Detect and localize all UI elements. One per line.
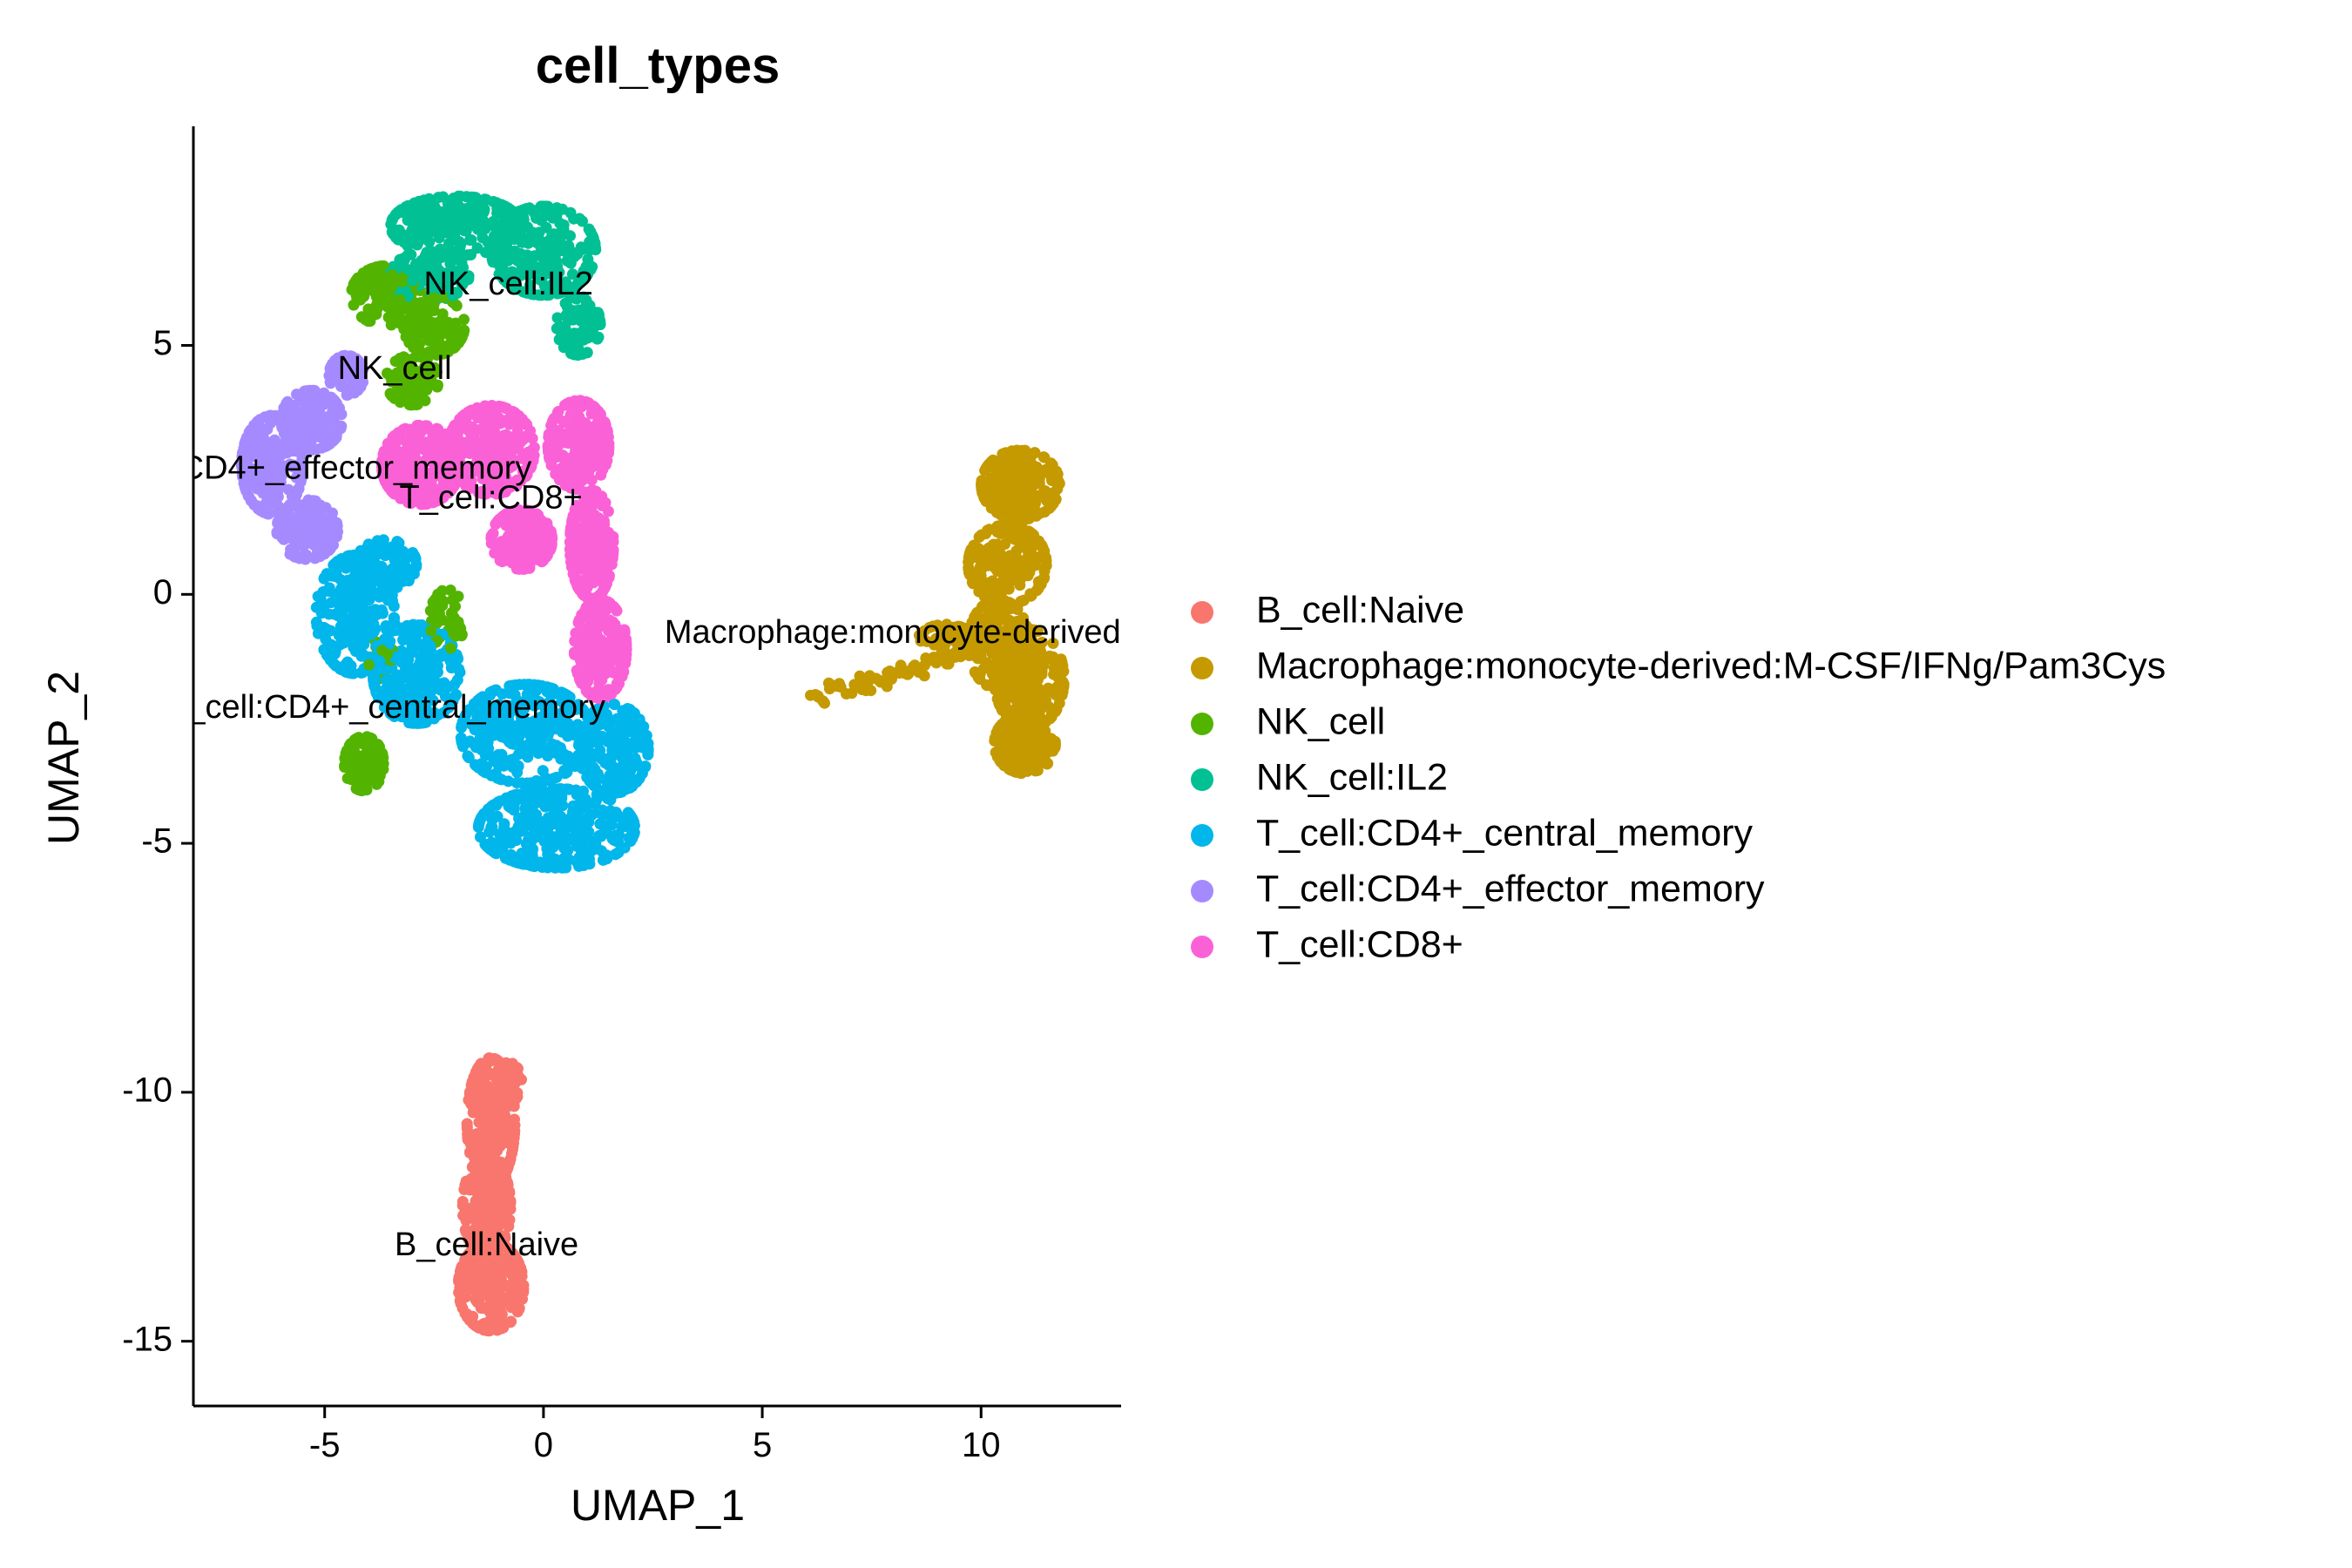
scatter-point [345, 659, 357, 672]
scatter-point [639, 760, 652, 773]
scatter-point [999, 538, 1010, 551]
scatter-point [339, 761, 351, 774]
scatter-point [458, 314, 470, 326]
scatter-point [323, 584, 335, 596]
scatter-point [462, 750, 474, 762]
scatter-point [356, 554, 368, 566]
scatter-point [490, 767, 502, 780]
scatter-points [236, 190, 1070, 1337]
scatter-point [409, 197, 421, 209]
scatter-point [610, 848, 622, 861]
scatter-point [465, 233, 477, 246]
scatter-point [357, 363, 369, 375]
scatter-point [565, 561, 578, 573]
scatter-point [1057, 686, 1069, 698]
scatter-point [909, 663, 921, 674]
scatter-point [452, 591, 464, 603]
scatter-point [568, 213, 580, 225]
scatter-point [594, 719, 606, 731]
scatter-point [498, 818, 510, 830]
scatter-point [551, 255, 563, 267]
scatter-point [423, 236, 436, 248]
scatter-point [819, 697, 830, 709]
scatter-point [632, 773, 645, 785]
scatter-point [479, 400, 491, 412]
scatter-point [454, 666, 466, 679]
scatter-point [308, 552, 321, 564]
scatter-point [393, 671, 405, 683]
scatter-point [472, 821, 484, 833]
scatter-point [385, 219, 397, 230]
scatter-point [570, 627, 582, 639]
scatter-point [973, 531, 985, 543]
scatter-point [1054, 671, 1066, 683]
scatter-point [599, 581, 612, 593]
scatter-point [531, 508, 543, 520]
scatter-point [586, 230, 598, 242]
scatter-point [546, 416, 558, 428]
scatter-point [516, 777, 528, 789]
scatter-point [577, 215, 588, 227]
chart-title: cell_types [536, 37, 781, 94]
scatter-point [494, 417, 506, 429]
scatter-point [395, 706, 407, 719]
scatter-point [410, 399, 422, 411]
scatter-point [823, 683, 835, 695]
scatter-point [612, 836, 625, 848]
scatter-point [525, 830, 537, 842]
scatter-point [462, 1311, 473, 1323]
scatter-point [989, 735, 1001, 747]
scatter-point [342, 550, 355, 562]
scatter-point [1015, 669, 1027, 681]
scatter-point [575, 563, 587, 575]
scatter-point [464, 1184, 476, 1196]
scatter-point [461, 1118, 473, 1130]
scatter-point [388, 612, 400, 624]
scatter-point [632, 718, 645, 730]
scatter-point [464, 249, 476, 260]
scatter-point [260, 497, 272, 509]
scatter-point [609, 699, 621, 711]
scatter-point [570, 784, 582, 796]
scatter-point [524, 785, 537, 797]
